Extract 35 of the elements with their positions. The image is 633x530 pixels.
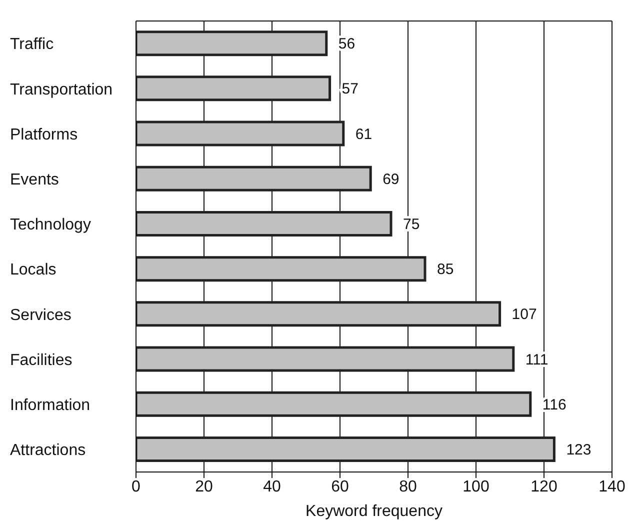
x-tick-label: 140 [598, 478, 626, 496]
y-tick-label: Services [10, 306, 72, 324]
data-label: 85 [437, 261, 454, 278]
bar [136, 256, 426, 282]
bar [136, 391, 532, 417]
x-tick-label: 120 [530, 478, 558, 496]
bar [136, 30, 328, 56]
x-tick-label: 20 [195, 478, 213, 496]
y-tick-label: Traffic [10, 36, 54, 54]
data-label: 61 [355, 126, 372, 143]
x-tick-label: 0 [132, 478, 141, 496]
x-axis-title: Keyword frequency [306, 503, 442, 520]
x-tick-label: 60 [331, 478, 349, 496]
bar [136, 301, 502, 327]
bar [136, 76, 332, 102]
x-tick-label: 40 [263, 478, 281, 496]
data-label: 123 [566, 442, 592, 459]
bar [136, 346, 515, 372]
x-tick-label: 100 [462, 478, 490, 496]
data-label: 107 [512, 306, 537, 324]
y-tick-label: Information [10, 397, 90, 414]
bar [136, 210, 392, 236]
data-label: 69 [382, 170, 400, 188]
y-tick-label: Facilities [10, 352, 72, 369]
y-tick-label: Technology [10, 216, 91, 234]
x-tick-label: 80 [399, 478, 417, 496]
bar [136, 120, 345, 146]
y-tick-label: Attractions [10, 442, 86, 460]
bar [136, 436, 556, 462]
data-label: 57 [342, 80, 358, 98]
y-tick-label: Events [10, 172, 59, 189]
y-tick-label: Platforms [10, 126, 78, 144]
y-tick-label: Locals [10, 262, 56, 279]
bar [136, 166, 372, 192]
y-tick-label: Transportation [10, 81, 113, 98]
